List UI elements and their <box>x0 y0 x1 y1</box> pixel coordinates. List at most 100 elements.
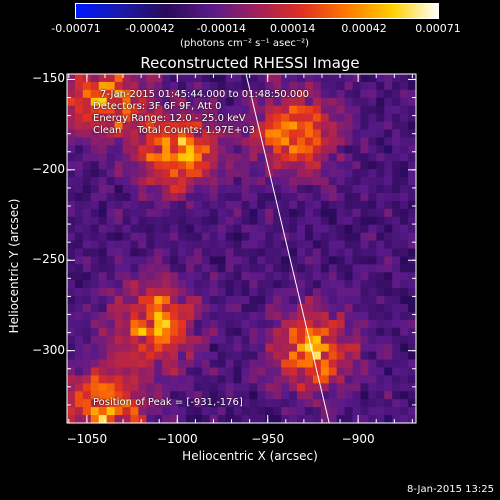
heatmap-cell <box>67 97 76 107</box>
heatmap-cell <box>289 375 298 384</box>
heatmap-cell <box>376 105 385 115</box>
heatmap-cell <box>185 97 195 107</box>
heatmap-cell <box>82 272 92 281</box>
heatmap-cell <box>154 367 163 377</box>
heatmap-cell <box>360 327 370 337</box>
heatmap-cell <box>67 415 76 424</box>
heatmap-cell <box>154 415 163 424</box>
heatmap-cell <box>122 248 132 258</box>
heatmap-cell <box>297 105 306 115</box>
heatmap-cell <box>384 335 393 345</box>
heatmap-cell <box>249 208 258 218</box>
heatmap-cell <box>185 280 195 289</box>
heatmap-cell <box>352 367 362 377</box>
heatmap-cell <box>368 327 377 337</box>
heatmap-cell <box>217 359 227 369</box>
heatmap-cell <box>67 185 76 194</box>
heatmap-cell <box>90 200 100 210</box>
heatmap-cell <box>67 272 76 281</box>
heatmap-cell <box>297 145 306 154</box>
heatmap-cell <box>328 319 338 329</box>
heatmap-cell <box>98 185 108 194</box>
heatmap-cell <box>241 351 251 361</box>
heatmap-cell <box>170 407 179 416</box>
heatmap-cell <box>225 280 235 289</box>
heatmap-cell <box>146 137 155 146</box>
heatmap-cell <box>249 89 258 99</box>
heatmap-cell <box>138 335 147 345</box>
heatmap-cell <box>185 367 195 377</box>
heatmap-cell <box>297 399 306 408</box>
heatmap-cell <box>360 208 370 218</box>
heatmap-cell <box>170 113 179 123</box>
heatmap-cell <box>297 311 306 321</box>
heatmap-cell <box>162 169 171 178</box>
heatmap-cell <box>106 185 116 194</box>
heatmap-cell <box>344 399 354 408</box>
heatmap-cell <box>217 391 227 400</box>
heatmap-cell <box>360 192 370 202</box>
heatmap-cell <box>138 359 147 369</box>
heatmap-cell <box>360 74 370 83</box>
heatmap-cell <box>98 304 108 313</box>
heatmap-cell <box>82 177 92 186</box>
heatmap-cell <box>241 177 251 186</box>
heatmap-cell <box>201 319 211 329</box>
heatmap-cell <box>408 224 417 234</box>
heatmap-cell <box>106 89 116 99</box>
heatmap-cell <box>352 240 362 250</box>
heatmap-cell <box>281 185 290 194</box>
heatmap-cell <box>344 304 354 313</box>
heatmap-cell <box>225 415 235 424</box>
heatmap-cell <box>392 145 401 154</box>
heatmap-cell <box>281 407 290 416</box>
heatmap-cell <box>130 161 139 170</box>
heatmap-cell <box>217 89 227 99</box>
heatmap-cell <box>90 375 100 384</box>
heatmap-cell <box>201 351 211 361</box>
heatmap-cell <box>114 192 124 202</box>
heatmap-cell <box>400 105 409 115</box>
heatmap-cell <box>289 113 298 123</box>
heatmap-cell <box>146 208 155 218</box>
heatmap-cell <box>289 399 298 408</box>
heatmap-cell <box>392 296 401 305</box>
detectors-text: Detectors: 3F 6F 9F, Att 0 <box>93 101 222 112</box>
heatmap-cell <box>170 169 179 178</box>
heatmap-cell <box>328 129 338 139</box>
heatmap-cell <box>368 169 377 178</box>
heatmap-cell <box>352 177 362 186</box>
heatmap-cell <box>392 343 401 353</box>
heatmap-cell <box>408 399 417 408</box>
heatmap-cell <box>233 153 243 162</box>
heatmap-cell <box>217 129 227 139</box>
heatmap-cell <box>225 359 235 369</box>
heatmap-cell <box>74 375 84 384</box>
heatmap-cell <box>114 343 124 353</box>
heatmap-cell <box>209 359 219 369</box>
heatmap-cell <box>312 192 322 202</box>
heatmap-cell <box>162 89 171 99</box>
heatmap-cell <box>217 185 227 194</box>
heatmap-cell <box>360 240 370 250</box>
heatmap-cell <box>384 97 393 107</box>
heatmap-cell <box>178 208 187 218</box>
heatmap-cell <box>209 208 219 218</box>
heatmap-cell <box>193 177 203 186</box>
energy-range-text: Energy Range: 12.0 - 25.0 keV <box>93 113 246 124</box>
heatmap-cell <box>130 335 139 345</box>
heatmap-cell <box>320 391 330 400</box>
heatmap-cell <box>225 240 235 250</box>
heatmap-cell <box>289 343 298 353</box>
heatmap-cell <box>106 311 116 321</box>
heatmap-cell <box>304 81 314 91</box>
heatmap-cell <box>98 351 108 361</box>
heatmap-cell <box>233 169 243 178</box>
heatmap-cell <box>376 89 385 99</box>
heatmap-cell <box>360 343 370 353</box>
heatmap-cell <box>130 311 139 321</box>
heatmap-cell <box>368 375 377 384</box>
heatmap-cell <box>336 359 346 369</box>
heatmap-cell <box>328 335 338 345</box>
heatmap-cell <box>74 200 84 210</box>
